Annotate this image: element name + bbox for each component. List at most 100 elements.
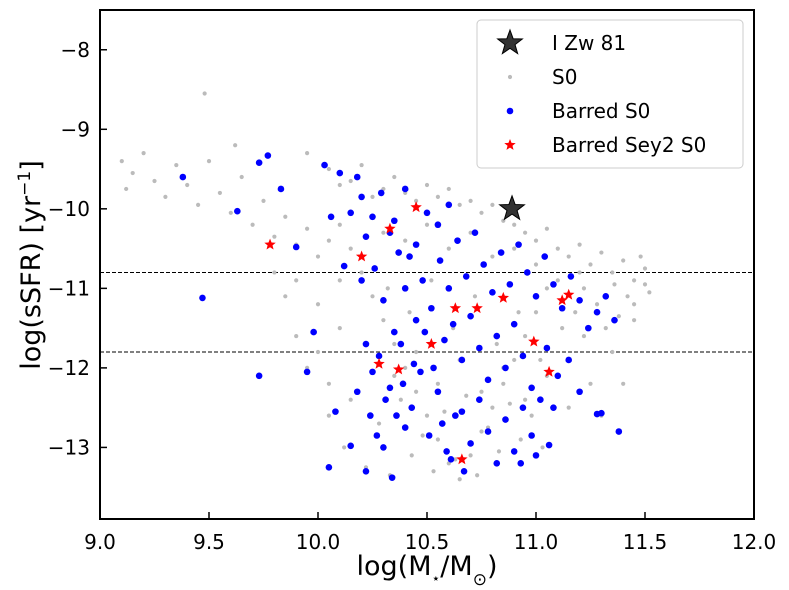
s0-point bbox=[446, 186, 451, 192]
s0-point bbox=[342, 445, 347, 450]
s0-point bbox=[381, 230, 386, 235]
s0-point bbox=[392, 373, 397, 378]
s0-point bbox=[610, 349, 615, 355]
s0-point bbox=[612, 282, 617, 287]
barred-s0-point bbox=[449, 320, 457, 328]
barred-s0-point bbox=[484, 376, 492, 384]
legend: I Zw 81 S0 Barred S0 Barred Sey2 S0 bbox=[476, 19, 744, 169]
barred-s0-point bbox=[419, 277, 426, 284]
s0-point bbox=[424, 413, 430, 418]
barred-s0-point bbox=[517, 460, 525, 467]
s0-point bbox=[435, 437, 440, 442]
barred-s0-point bbox=[434, 388, 442, 396]
barred-s0-point bbox=[369, 368, 376, 376]
s0-point bbox=[603, 326, 608, 331]
legend-marker-i-zw-81 bbox=[496, 28, 524, 55]
barred-s0-point bbox=[373, 432, 381, 439]
barred-s0-point bbox=[436, 257, 444, 264]
barred-s0-point bbox=[380, 444, 387, 451]
barred-s0-point bbox=[386, 384, 394, 392]
legend-label-barred-sey2-s0: Barred Sey2 S0 bbox=[552, 133, 706, 157]
s0-point bbox=[370, 294, 375, 299]
s0-point bbox=[472, 294, 478, 299]
s0-point bbox=[518, 437, 523, 442]
s0-point bbox=[490, 202, 495, 207]
barred-s0-point bbox=[382, 396, 389, 404]
barred-s0-point bbox=[452, 412, 459, 419]
s0-point bbox=[621, 258, 626, 263]
s0-point bbox=[385, 286, 390, 291]
s0-point bbox=[588, 381, 593, 386]
barred-sey2-s0-point bbox=[471, 302, 483, 314]
barred-s0-point bbox=[421, 328, 429, 336]
barred-sey2-s0-point bbox=[456, 453, 468, 465]
barred-s0-point bbox=[510, 448, 518, 455]
barred-s0-point bbox=[277, 185, 285, 193]
legend-marker-barred-sey2-s0 bbox=[504, 139, 516, 150]
barred-s0-point bbox=[340, 262, 348, 270]
barred-s0-point bbox=[615, 428, 623, 435]
legend-label-barred-s0: Barred S0 bbox=[552, 99, 650, 123]
s0-point bbox=[141, 151, 146, 156]
s0-point bbox=[610, 270, 615, 275]
s0-point bbox=[523, 397, 528, 402]
s0-point bbox=[370, 194, 375, 199]
s0-point bbox=[523, 333, 528, 339]
legend-label-i-zw-81: I Zw 81 bbox=[552, 31, 626, 55]
x-tick-label: 12.0 bbox=[732, 530, 777, 554]
barred-s0-point bbox=[462, 273, 470, 280]
barred-s0-point bbox=[443, 448, 450, 455]
s0-point bbox=[516, 310, 521, 315]
series-barred-sey2-s0 bbox=[264, 201, 575, 465]
s0-point bbox=[420, 433, 425, 438]
barred-s0-point bbox=[410, 360, 418, 368]
barred-s0-point bbox=[375, 352, 383, 360]
s0-point bbox=[468, 230, 473, 235]
x-axis: 9.0 9.5 10.0 10.5 11.0 11.5 12.0 bbox=[84, 512, 776, 554]
s0-point bbox=[305, 226, 310, 231]
barred-s0-point bbox=[412, 241, 420, 248]
barred-s0-point bbox=[550, 404, 557, 411]
x-tick-label: 11.0 bbox=[514, 530, 559, 554]
barred-s0-point bbox=[476, 396, 483, 404]
s0-point bbox=[435, 381, 440, 386]
barred-s0-point bbox=[401, 424, 409, 431]
s0-point bbox=[392, 174, 397, 180]
s0-point bbox=[398, 397, 403, 402]
x-tick-label: 11.5 bbox=[623, 530, 668, 554]
barred-s0-point bbox=[380, 296, 387, 304]
barred-s0-point bbox=[576, 388, 583, 396]
barred-s0-point bbox=[377, 189, 385, 197]
s0-point bbox=[581, 286, 587, 291]
barred-s0-point bbox=[497, 249, 505, 256]
s0-point bbox=[457, 202, 462, 207]
barred-s0-point bbox=[471, 229, 479, 236]
barred-sey2-s0-point bbox=[410, 201, 422, 213]
barred-s0-point bbox=[347, 209, 355, 217]
legend-marker-s0 bbox=[507, 74, 513, 80]
barred-s0-point bbox=[593, 308, 601, 316]
barred-s0-point bbox=[545, 441, 553, 449]
s0-point bbox=[228, 210, 233, 215]
barred-s0-point bbox=[528, 384, 535, 392]
s0-point bbox=[315, 254, 321, 259]
barred-s0-point bbox=[332, 408, 339, 415]
barred-s0-point bbox=[367, 412, 374, 419]
s0-point bbox=[261, 198, 266, 203]
y-tick-label: −10 bbox=[48, 197, 90, 221]
s0-point bbox=[206, 159, 212, 164]
s0-point bbox=[435, 194, 440, 199]
barred-s0-point bbox=[234, 207, 241, 215]
barred-s0-point bbox=[558, 304, 566, 312]
barred-s0-point bbox=[502, 364, 509, 372]
s0-point bbox=[272, 270, 277, 275]
y-tick-label: −13 bbox=[48, 435, 90, 459]
barred-s0-point bbox=[484, 428, 492, 435]
s0-point bbox=[479, 210, 484, 215]
barred-s0-point bbox=[489, 289, 496, 296]
s0-point bbox=[337, 326, 342, 331]
s0-point bbox=[566, 254, 571, 259]
s0-point bbox=[566, 405, 571, 410]
barred-s0-point bbox=[199, 294, 206, 302]
